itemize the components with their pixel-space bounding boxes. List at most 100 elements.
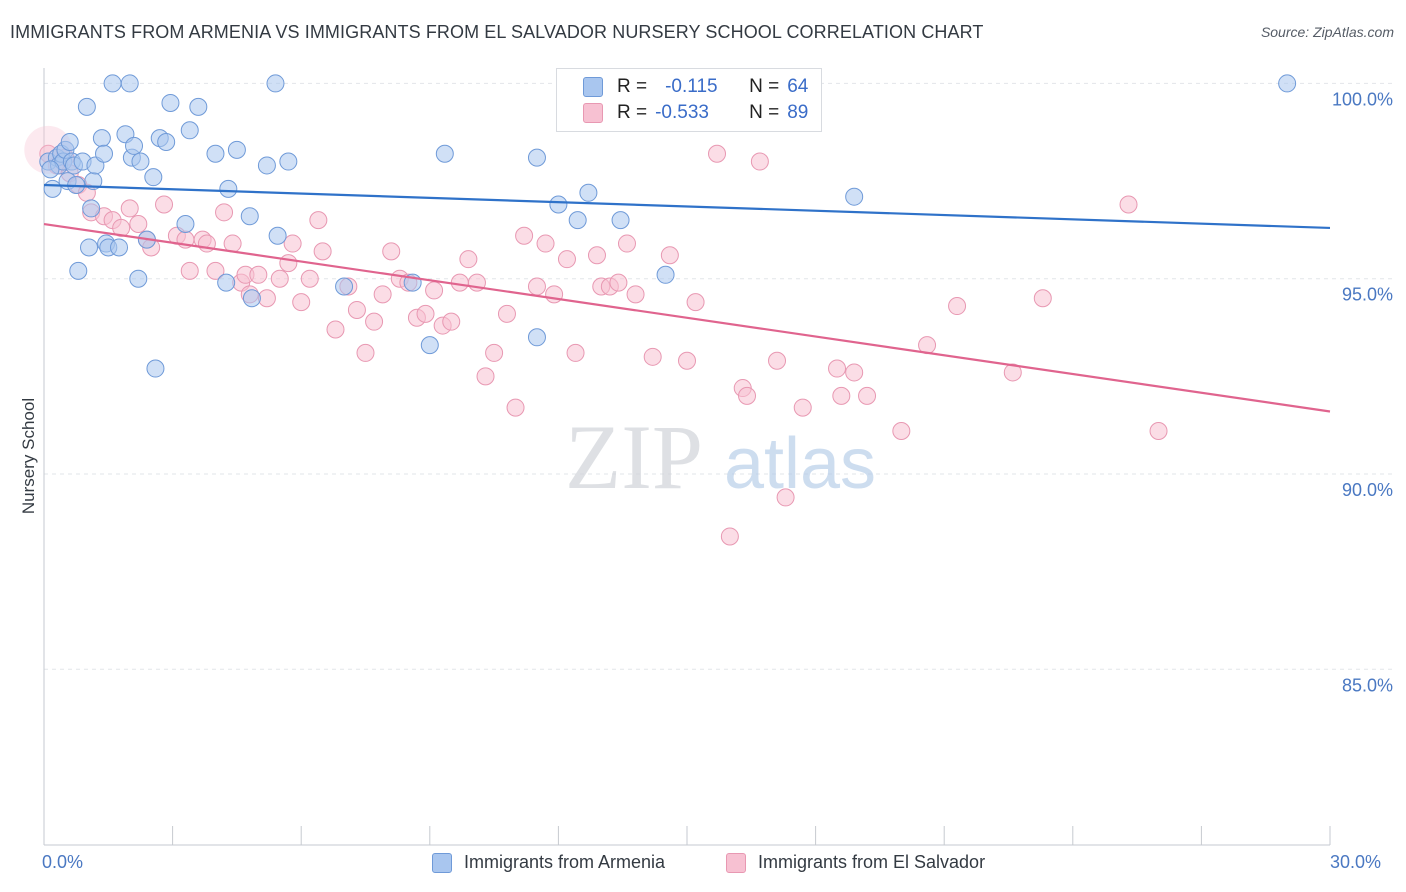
- legend-row-elsalvador: R = -0.533 N = 89: [557, 100, 808, 126]
- armenia-point-61: [845, 187, 864, 206]
- elsalvador-point-41: [382, 242, 401, 261]
- elsalvador-point-32: [300, 269, 319, 288]
- armenia-point-55: [527, 328, 546, 347]
- elsalvador-point-31: [292, 293, 311, 312]
- y-tick-label-2: 90.0%: [1342, 480, 1393, 500]
- armenia-point-29: [129, 269, 148, 288]
- armenia-point-52: [420, 336, 439, 355]
- elsalvador-point-14: [155, 195, 174, 214]
- elsalvador-point-60: [557, 250, 576, 269]
- armenia-point-60: [656, 265, 675, 284]
- elsalvador-point-30: [283, 234, 302, 253]
- elsalvador-point-57: [527, 277, 546, 296]
- armenia-point-39: [189, 97, 208, 116]
- elsalvador-point-86: [948, 297, 967, 316]
- elsalvador-point-22: [223, 234, 242, 253]
- x-tick-label-max: 30.0%: [1330, 852, 1382, 872]
- elsalvador-point-33: [309, 211, 328, 230]
- elsalvador-trend-line: [43, 222, 1331, 413]
- elsalvador-point-39: [365, 312, 384, 331]
- elsalvador-point-81: [832, 386, 851, 405]
- elsalvador-point-52: [476, 367, 495, 386]
- armenia-point-35: [157, 133, 176, 152]
- elsalvador-point-50: [459, 250, 478, 269]
- armenia-point-62: [1278, 74, 1297, 93]
- armenia-point-50: [335, 277, 354, 296]
- armenia-point-20: [95, 144, 114, 163]
- elsalvador-point-58: [536, 234, 555, 253]
- elsalvador-point-78: [776, 488, 795, 507]
- armenia-point-54: [527, 148, 546, 167]
- armenia-points: [39, 74, 1297, 378]
- elsalvador-point-70: [678, 351, 696, 370]
- el-salvador-points: [24, 125, 1168, 546]
- armenia-point-48: [268, 226, 287, 245]
- armenia-point-46: [257, 156, 276, 175]
- elsalvador-point-38: [356, 343, 375, 362]
- elsalvador-swatch: [583, 103, 603, 123]
- watermark-zip: ZIP: [565, 406, 703, 508]
- legend-armenia: Immigrants from Armenia: [432, 852, 665, 873]
- elsalvador-point-69: [660, 246, 679, 265]
- stats-legend: R = -0.115 N = 64 R = -0.533 N = 89: [556, 68, 822, 132]
- armenia-swatch: [583, 77, 603, 97]
- elsalvador-point-89: [1119, 195, 1138, 214]
- elsalvador-n-value: 89: [787, 102, 809, 123]
- armenia-point-15: [80, 238, 99, 257]
- source-credit: Source: ZipAtlas.com: [1260, 24, 1394, 40]
- armenia-legend-swatch: [432, 852, 452, 873]
- elsalvador-point-82: [845, 363, 864, 382]
- elsalvador-point-26: [249, 265, 268, 284]
- armenia-point-26: [120, 74, 139, 93]
- armenia-point-37: [176, 215, 195, 234]
- elsalvador-point-71: [686, 293, 705, 312]
- elsalvador-point-90: [1149, 422, 1168, 441]
- armenia-point-41: [217, 273, 236, 292]
- armenia-point-30: [131, 152, 150, 171]
- armenia-trend-line: [43, 183, 1331, 230]
- elsalvador-point-54: [497, 304, 516, 323]
- armenia-point-14: [77, 97, 96, 116]
- armenia-point-56: [549, 195, 568, 214]
- elsalvador-point-40: [373, 285, 392, 304]
- armenia-point-49: [279, 152, 298, 171]
- armenia-point-42: [219, 179, 238, 198]
- armenia-point-45: [242, 289, 261, 308]
- armenia-point-44: [240, 207, 259, 226]
- armenia-point-36: [161, 93, 180, 112]
- armenia-point-43: [227, 140, 246, 159]
- elsalvador-point-21: [215, 203, 234, 222]
- x-tick-label-min: 0.0%: [42, 852, 84, 872]
- elsalvador-point-73: [720, 527, 739, 546]
- y-tick-label-3: 85.0%: [1342, 675, 1393, 695]
- elsalvador-point-37: [347, 300, 366, 319]
- armenia-point-59: [611, 211, 630, 230]
- armenia-point-1: [43, 179, 62, 198]
- armenia-point-12: [69, 261, 88, 280]
- trend-lines: [43, 183, 1331, 413]
- armenia-point-19: [92, 129, 111, 148]
- elsalvador-point-46: [425, 281, 444, 300]
- elsalvador-point-83: [858, 386, 877, 405]
- armenia-r-value: -0.115: [665, 76, 718, 97]
- elsalvador-point-10: [120, 199, 139, 218]
- y-tick-label-0: 100.0%: [1332, 89, 1393, 109]
- elsalvador-point-68: [643, 347, 662, 366]
- armenia-point-63: [41, 160, 60, 179]
- elsalvador-r-label: R =: [617, 102, 648, 123]
- legend-elsalvador: Immigrants from El Salvador: [726, 852, 985, 873]
- armenia-r-label: R =: [617, 76, 648, 97]
- elsalvador-point-84: [892, 422, 911, 441]
- armenia-point-16: [82, 199, 101, 218]
- elsalvador-point-79: [793, 398, 812, 417]
- elsalvador-point-17: [180, 261, 199, 280]
- armenia-point-33: [146, 359, 165, 378]
- elsalvador-point-75: [738, 386, 757, 405]
- elsalvador-point-45: [416, 304, 435, 323]
- elsalvador-point-20: [206, 261, 225, 280]
- y-tick-label-1: 95.0%: [1342, 285, 1393, 305]
- chart-title: IMMIGRANTS FROM ARMENIA VS IMMIGRANTS FR…: [10, 22, 984, 42]
- elsalvador-legend-label: Immigrants from El Salvador: [758, 852, 986, 872]
- elsalvador-legend-swatch: [726, 852, 746, 873]
- axes: [43, 68, 1331, 846]
